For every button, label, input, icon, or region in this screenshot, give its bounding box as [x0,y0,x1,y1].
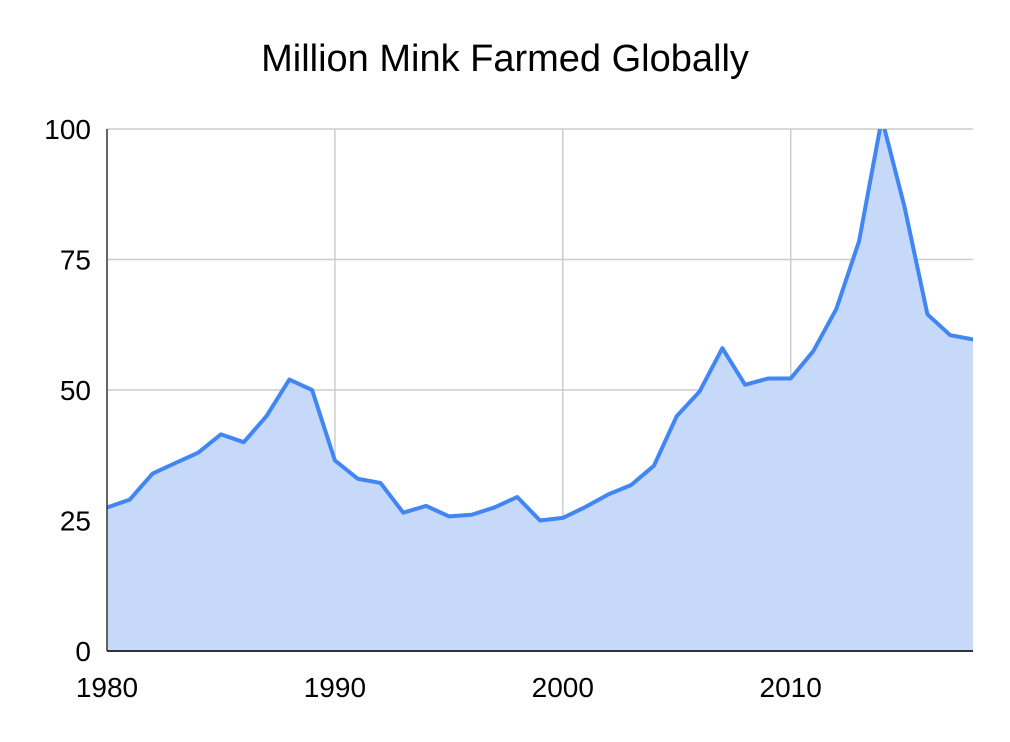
y-tick-label: 100 [44,114,91,145]
data-point [765,376,770,381]
series-line [107,129,973,523]
data-point [287,377,292,382]
data-point [857,239,862,244]
data-point [834,307,839,312]
data-point [788,376,793,381]
data-point [469,512,474,517]
data-point [902,205,907,210]
data-point [811,348,816,353]
x-axis-tick-labels: 1980 1990 2000 2010 [76,672,822,703]
data-point [971,337,976,342]
data-point [378,480,383,485]
x-tick-label: 2010 [760,672,822,703]
data-point [606,492,611,497]
data-point [651,463,656,468]
data-point [150,471,155,476]
x-tick-label: 2000 [532,672,594,703]
data-point [310,388,315,393]
data-point [629,483,634,488]
axes [106,129,973,652]
data-point [446,514,451,519]
data-point [674,414,679,419]
data-point [925,312,930,317]
data-point [401,510,406,515]
series-area-fill [107,129,973,651]
y-tick-label: 75 [60,245,91,276]
data-point [196,450,201,455]
y-tick-label: 50 [60,375,91,406]
data-point [720,346,725,351]
data-point [218,432,223,437]
data-point [583,504,588,509]
data-point [492,505,497,510]
data-point [173,461,178,466]
data-point [538,518,543,523]
data-point [560,515,565,520]
data-point [241,440,246,445]
data-point [948,333,953,338]
y-axis-tick-labels: 0 25 50 75 100 [44,114,91,667]
x-tick-label: 1980 [76,672,138,703]
data-point [515,495,520,500]
x-tick-label: 1990 [304,672,366,703]
y-tick-label: 0 [75,636,91,667]
data-point [332,458,337,463]
y-tick-label: 25 [60,506,91,537]
data-point [424,503,429,508]
data-point [264,414,269,419]
data-area [107,129,973,651]
data-point [127,497,132,502]
data-point [697,389,702,394]
chart-title: Million Mink Farmed Globally [261,38,749,80]
data-point [355,476,360,481]
data-point [743,382,748,387]
